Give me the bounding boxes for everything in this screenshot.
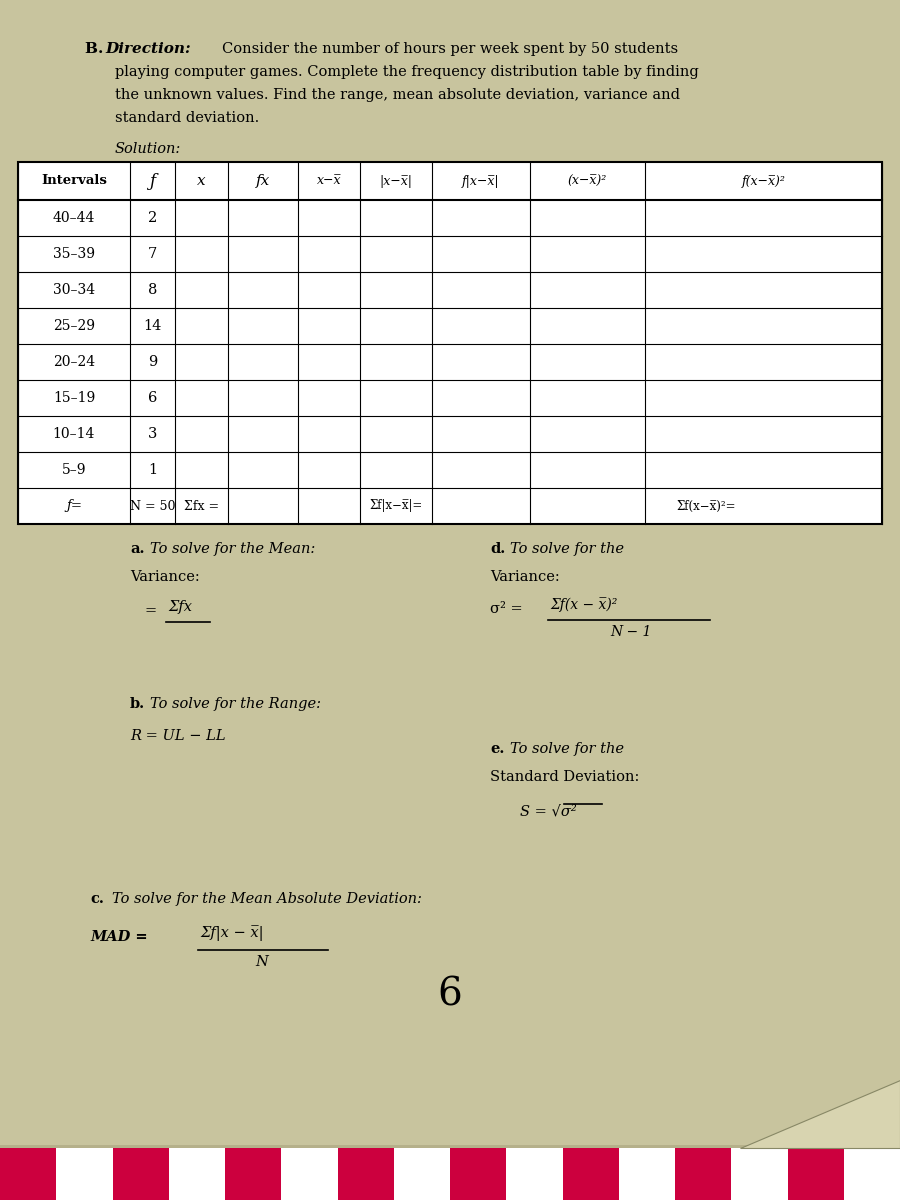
Text: the unknown values. Find the range, mean absolute deviation, variance and: the unknown values. Find the range, mean… (115, 88, 680, 102)
Text: Σfx: Σfx (168, 600, 192, 614)
Text: playing computer games. Complete the frequency distribution table by finding: playing computer games. Complete the fre… (115, 65, 698, 79)
Text: Consider the number of hours per week spent by 50 students: Consider the number of hours per week sp… (222, 42, 678, 56)
Text: 35–39: 35–39 (53, 247, 95, 260)
Bar (225, 1148, 281, 1200)
Text: 7: 7 (148, 247, 157, 260)
Text: fx: fx (256, 174, 270, 188)
Text: 2: 2 (148, 211, 157, 226)
Text: 15–19: 15–19 (53, 391, 95, 404)
Text: d.: d. (490, 542, 505, 556)
Text: R = UL − LL: R = UL − LL (130, 728, 226, 743)
Text: Σfx =: Σfx = (184, 499, 219, 512)
Text: 3: 3 (148, 427, 157, 440)
Bar (0, 1148, 56, 1200)
Text: 10–14: 10–14 (53, 427, 95, 440)
Text: (x−x̅)²: (x−x̅)² (568, 174, 608, 187)
Text: MAD =: MAD = (90, 930, 148, 944)
Text: 8: 8 (148, 283, 157, 296)
Text: e.: e. (490, 742, 504, 756)
Bar (18, 162, 882, 524)
Bar (619, 1148, 675, 1200)
Text: f(x−x̅)²: f(x−x̅)² (742, 174, 786, 187)
Text: Standard Deviation:: Standard Deviation: (490, 770, 639, 784)
Text: x: x (197, 174, 206, 188)
Text: =: = (145, 604, 158, 618)
Bar (450, 1148, 506, 1200)
Text: 20–24: 20–24 (53, 355, 95, 370)
Bar (506, 1148, 562, 1200)
Text: To solve for the: To solve for the (510, 742, 624, 756)
Text: To solve for the Mean Absolute Deviation:: To solve for the Mean Absolute Deviation… (112, 892, 422, 906)
Text: N − 1: N − 1 (610, 625, 652, 638)
Text: 6: 6 (148, 391, 157, 404)
Text: Solution:: Solution: (115, 142, 181, 156)
Text: 14: 14 (143, 319, 162, 332)
Text: Σf(x−x̅)²=: Σf(x−x̅)²= (676, 499, 736, 512)
Text: Σf|x−x̅|=: Σf|x−x̅|= (369, 499, 423, 512)
Text: 30–34: 30–34 (53, 283, 95, 296)
Text: ƒ=: ƒ= (66, 499, 82, 512)
Text: To solve for the Range:: To solve for the Range: (150, 697, 321, 710)
Bar (56, 1148, 112, 1200)
Text: a.: a. (130, 542, 145, 556)
Bar (394, 1148, 450, 1200)
Bar (844, 1148, 900, 1200)
Text: 1: 1 (148, 463, 157, 476)
Text: 5–9: 5–9 (62, 463, 86, 476)
Bar (338, 1148, 394, 1200)
Text: S = √σ²: S = √σ² (520, 804, 577, 818)
Text: 40–44: 40–44 (53, 211, 95, 226)
Text: σ² =: σ² = (490, 602, 523, 616)
Text: b.: b. (130, 697, 145, 710)
Text: 6: 6 (437, 977, 463, 1014)
Text: c.: c. (90, 892, 104, 906)
Bar (169, 1148, 225, 1200)
Text: To solve for the: To solve for the (510, 542, 624, 556)
Text: N = 50: N = 50 (130, 499, 176, 512)
Text: Direction:: Direction: (105, 42, 191, 56)
Text: Σf(x − x̅)²: Σf(x − x̅)² (550, 596, 617, 612)
Text: Intervals: Intervals (41, 174, 107, 187)
Bar (788, 1148, 844, 1200)
Text: To solve for the Mean:: To solve for the Mean: (150, 542, 315, 556)
Bar (112, 1148, 169, 1200)
Text: 9: 9 (148, 355, 157, 370)
Bar (731, 1148, 788, 1200)
Text: B.: B. (85, 42, 109, 56)
Text: N: N (255, 955, 268, 970)
Text: Variance:: Variance: (490, 570, 560, 584)
Bar (562, 1148, 619, 1200)
Text: 25–29: 25–29 (53, 319, 95, 332)
Bar (281, 1148, 338, 1200)
Text: ƒ: ƒ (149, 173, 156, 190)
Text: x−x̅: x−x̅ (317, 174, 341, 187)
Bar (675, 1148, 731, 1200)
Text: |x−x̅|: |x−x̅| (380, 174, 412, 187)
Text: standard deviation.: standard deviation. (115, 110, 259, 125)
Polygon shape (740, 1080, 900, 1148)
Text: Σf|x − x̅|: Σf|x − x̅| (200, 925, 264, 941)
Text: Variance:: Variance: (130, 570, 200, 584)
Text: f|x−x̅|: f|x−x̅| (463, 174, 500, 187)
